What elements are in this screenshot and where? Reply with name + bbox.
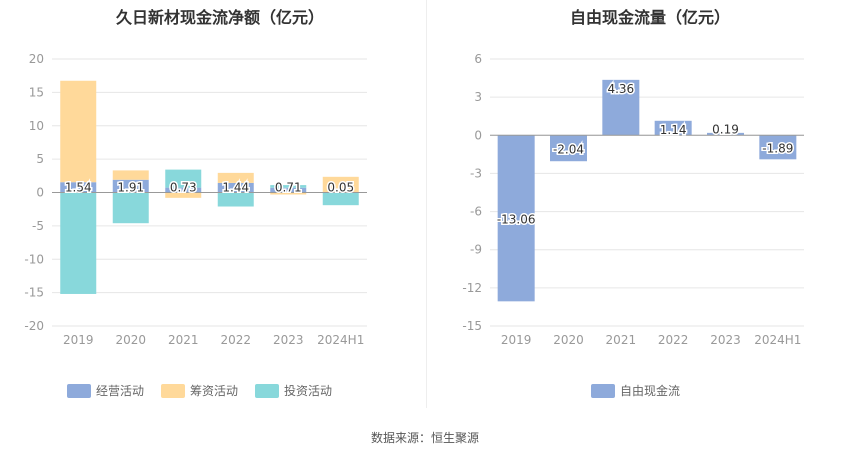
- legend-swatch: [161, 384, 185, 398]
- bar-投资活动: [165, 169, 202, 188]
- x-tick-label: 2019: [63, 333, 94, 347]
- bar-自由现金流: [654, 120, 692, 136]
- x-tick-label: 2024H1: [317, 333, 364, 347]
- y-tick-label: 20: [29, 52, 44, 66]
- legend-swatch: [67, 384, 91, 398]
- bar-投资活动: [217, 192, 254, 207]
- data-label: 0.71: [275, 181, 302, 195]
- data-label: 0.19: [712, 122, 739, 136]
- bar-筹资活动: [322, 176, 359, 193]
- x-tick-label: 2022: [658, 333, 689, 347]
- y-tick-label: 3: [474, 90, 482, 104]
- data-label: 0.05: [327, 181, 354, 195]
- data-source-note: 数据来源：恒生聚源: [370, 431, 479, 445]
- x-tick-label: 2024H1: [754, 333, 801, 347]
- data-label: 0.73: [170, 181, 197, 195]
- y-tick-label: -6: [470, 205, 482, 219]
- data-label: 1.91: [117, 181, 144, 195]
- panel-divider: [426, 0, 427, 408]
- y-tick-label: 0: [36, 186, 44, 200]
- bar-筹资活动: [165, 192, 202, 198]
- bar-筹资活动: [112, 170, 149, 180]
- y-tick-label: -3: [470, 166, 482, 180]
- left-chart-title: 久日新材现金流净额（亿元）: [115, 8, 324, 27]
- data-label: -2.04: [553, 142, 584, 156]
- x-tick-label: 2020: [553, 333, 584, 347]
- x-tick-label: 2021: [168, 333, 199, 347]
- y-tick-label: -10: [24, 252, 44, 266]
- data-label: 1.44: [222, 181, 249, 195]
- y-tick-label: 6: [474, 52, 482, 66]
- bar-自由现金流: [550, 135, 587, 162]
- data-label: 1.14: [660, 123, 687, 137]
- bar-经营活动: [60, 182, 97, 193]
- bar-经营活动: [270, 187, 307, 193]
- data-label: -1.89: [762, 141, 793, 155]
- y-tick-label: 5: [36, 152, 44, 166]
- bar-自由现金流: [759, 135, 797, 160]
- y-tick-label: -9: [470, 243, 482, 257]
- x-tick-label: 2019: [501, 333, 532, 347]
- bar-自由现金流: [602, 79, 640, 136]
- y-tick-label: 10: [29, 119, 44, 133]
- bar-自由现金流: [497, 135, 535, 302]
- x-tick-label: 2023: [710, 333, 741, 347]
- data-label: 4.36: [607, 82, 634, 96]
- bar-筹资活动: [270, 192, 307, 195]
- right-free-cashflow-chart: -15 -12 -9 -6 -3 0 3 6 2019 2020 2021 2022 2023 2024H…: [462, 52, 804, 398]
- left-cashflow-chart: -20 -15 -10 -5 0 5 10 15 20 2019 2020 2021 2022 2023 2…: [24, 52, 367, 398]
- bar-投资活动: [112, 192, 149, 224]
- legend-label: 投资活动: [284, 383, 332, 398]
- x-tick-label: 2020: [115, 333, 146, 347]
- y-tick-label: 0: [474, 128, 482, 142]
- right-chart-title: 自由现金流量（亿元）: [569, 8, 730, 27]
- bar-经营活动: [165, 187, 202, 193]
- legend-label: 经营活动: [96, 384, 144, 398]
- legend-swatch: [255, 384, 279, 398]
- bar-投资活动: [270, 185, 307, 188]
- y-tick-label: -20: [24, 319, 44, 333]
- y-tick-label: 15: [29, 85, 44, 99]
- legend-label: 自由现金流: [620, 383, 680, 398]
- bar-自由现金流: [707, 132, 744, 136]
- bar-筹资活动: [60, 80, 97, 183]
- data-label: -13.06: [497, 212, 536, 226]
- y-tick-label: -15: [462, 319, 482, 333]
- x-tick-label: 2023: [273, 333, 304, 347]
- data-label: 1.54: [65, 181, 92, 195]
- bar-经营活动: [217, 182, 254, 193]
- bar-投资活动: [322, 192, 359, 206]
- y-tick-label: -5: [32, 219, 44, 233]
- y-tick-label: -12: [462, 281, 482, 295]
- x-tick-label: 2021: [606, 333, 637, 347]
- legend-label: 筹资活动: [190, 384, 238, 398]
- legend-swatch: [591, 384, 615, 398]
- bar-筹资活动: [217, 172, 254, 183]
- x-tick-label: 2022: [220, 333, 251, 347]
- y-tick-label: -15: [24, 286, 44, 300]
- bar-投资活动: [60, 192, 97, 294]
- bar-经营活动: [112, 179, 149, 193]
